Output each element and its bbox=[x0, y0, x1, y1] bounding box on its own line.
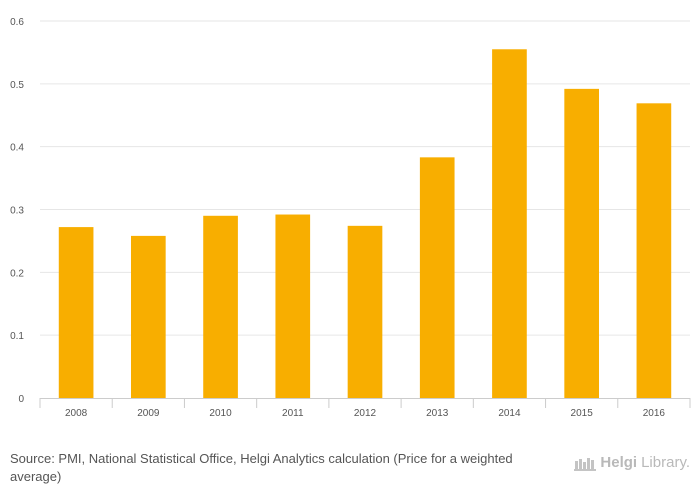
chart-footer: Source: PMI, National Statistical Office… bbox=[0, 446, 700, 500]
x-tick-label: 2016 bbox=[643, 408, 666, 419]
bar-2011 bbox=[275, 214, 311, 398]
bar-2009 bbox=[131, 235, 166, 398]
bar-2015 bbox=[564, 88, 599, 399]
source-note: Source: PMI, National Statistical Office… bbox=[10, 451, 513, 484]
x-tick-label: 2013 bbox=[426, 408, 449, 419]
brand-logo: Helgi Library. bbox=[574, 454, 690, 471]
y-tick-label: 0.3 bbox=[10, 206, 24, 217]
y-tick-label: 0.2 bbox=[10, 268, 24, 279]
brand-name-prefix: Helgi bbox=[600, 454, 638, 471]
bar-chart: 0 0.1 0.2 0.3 0.4 0.5 0.6 2008 2009 2010 2011 2012 2… bbox=[10, 17, 691, 419]
library-icon bbox=[574, 457, 597, 471]
x-tick-label: 2014 bbox=[498, 408, 521, 419]
bar-2014 bbox=[492, 49, 527, 399]
x-tick-label: 2012 bbox=[354, 408, 377, 419]
y-tick-label: 0.1 bbox=[10, 331, 24, 342]
x-tick-label: 2008 bbox=[65, 408, 88, 419]
bars-layer bbox=[58, 49, 672, 399]
brand-name-suffix: Library. bbox=[641, 454, 690, 471]
chart-svg: 0 0.1 0.2 0.3 0.4 0.5 0.6 2008 2009 2010 2011 2012 2… bbox=[10, 17, 691, 419]
x-tick-label: 2010 bbox=[209, 408, 232, 419]
bar-2012 bbox=[347, 225, 383, 398]
axis-layer: 0 0.1 0.2 0.3 0.4 0.5 0.6 2008 2009 2010 2011 2012 2… bbox=[10, 17, 691, 419]
y-tick-label: 0.6 bbox=[10, 17, 24, 28]
x-tick-label: 2015 bbox=[571, 408, 594, 419]
x-tick-label: 2011 bbox=[282, 408, 304, 419]
y-tick-label: 0.5 bbox=[10, 80, 24, 91]
bar-2010 bbox=[203, 215, 238, 398]
x-tick-label: 2009 bbox=[137, 408, 160, 419]
bar-2016 bbox=[636, 103, 672, 398]
bar-2013 bbox=[419, 157, 455, 398]
bar-2008 bbox=[58, 227, 94, 398]
y-tick-label: 0.4 bbox=[10, 143, 24, 154]
y-tick-label: 0 bbox=[18, 394, 24, 405]
